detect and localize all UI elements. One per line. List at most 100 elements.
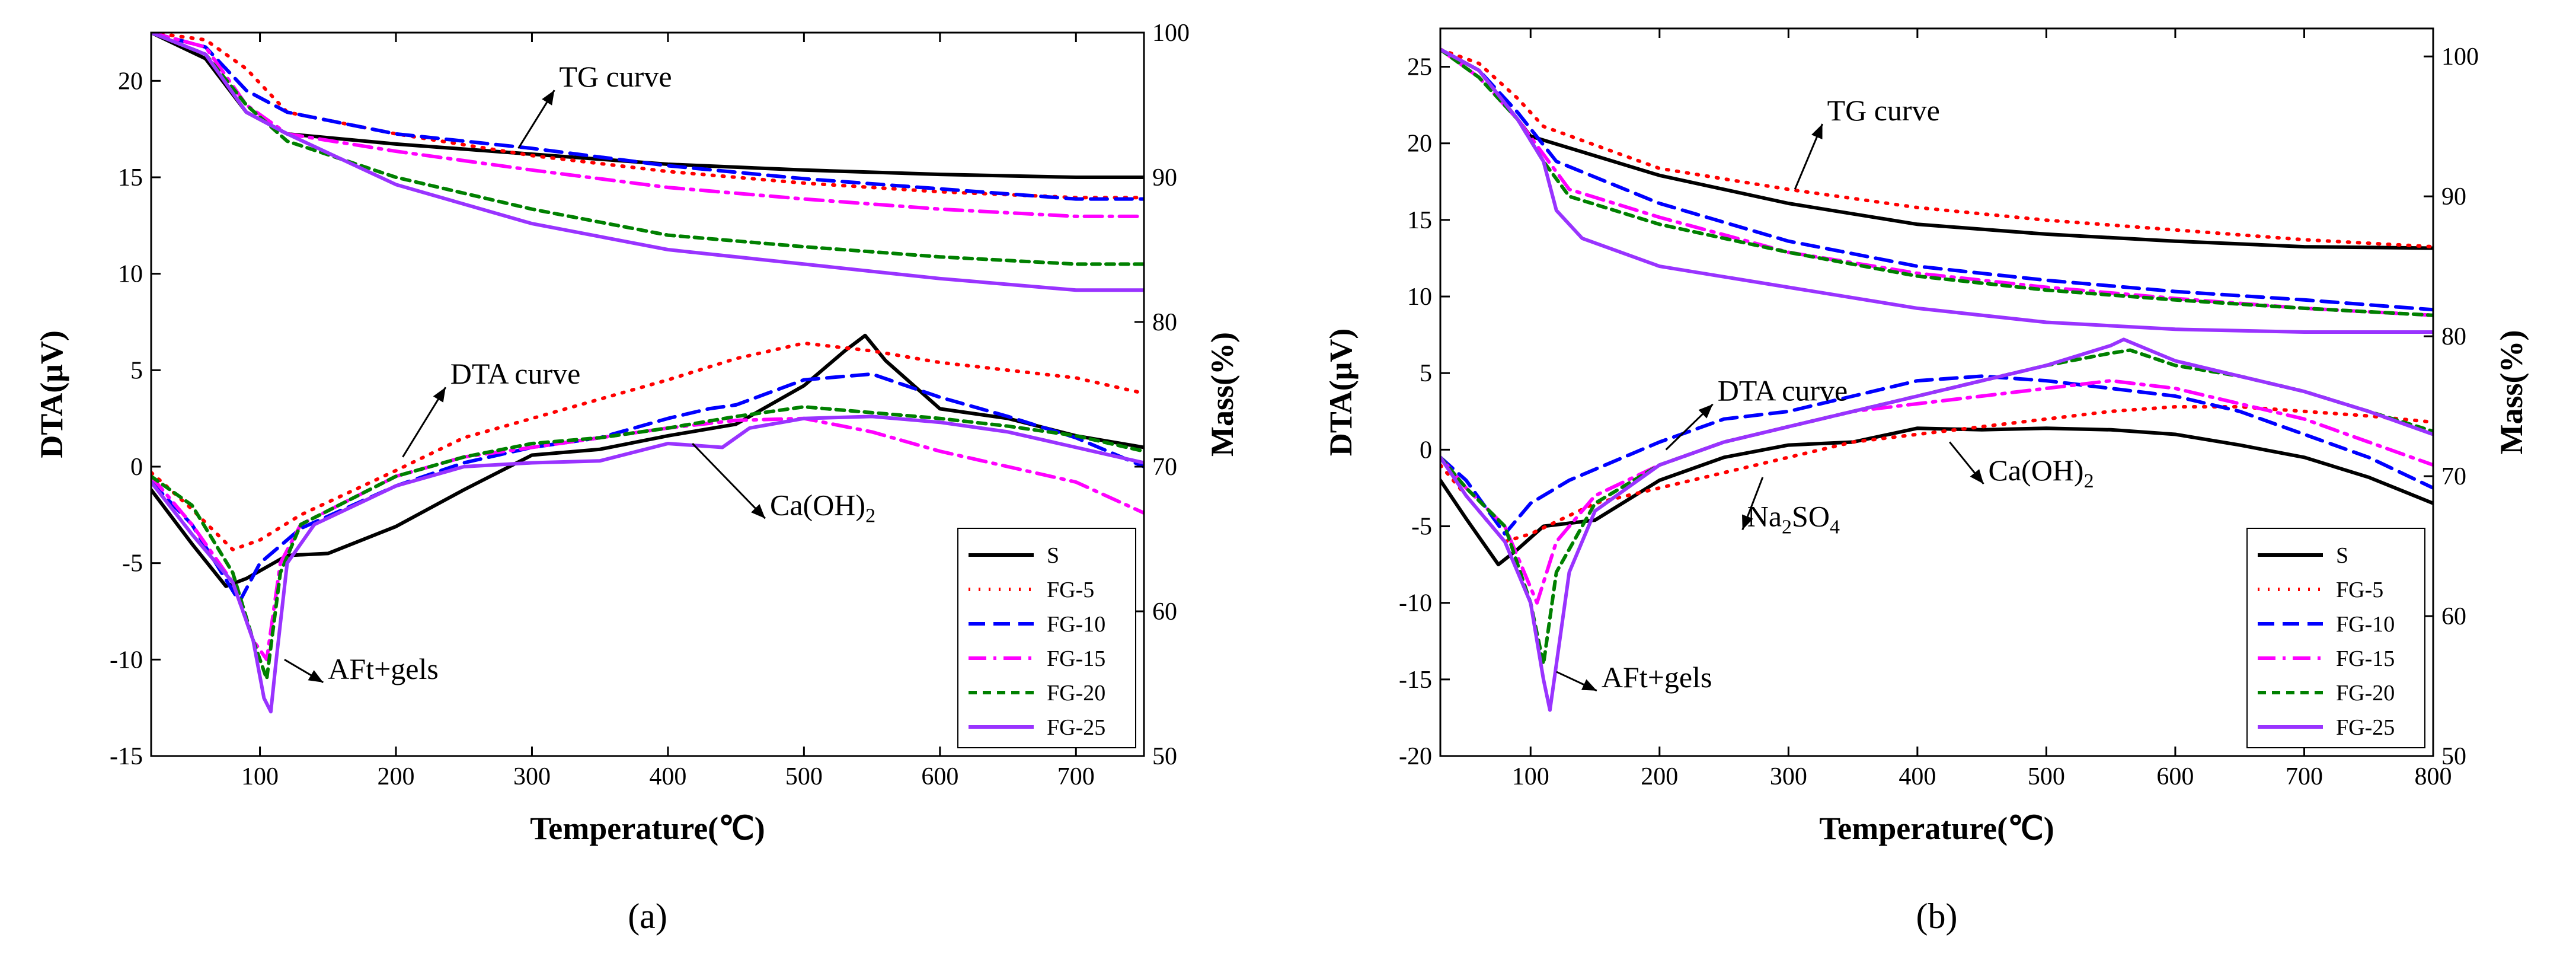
x-tick-label: 500 xyxy=(2028,763,2065,790)
y-right-tick-label: 100 xyxy=(1152,20,1190,47)
annotation-text: Na xyxy=(1747,500,1782,533)
annotation-arrow-head xyxy=(751,504,766,519)
annotation-arrow-head xyxy=(1742,514,1753,530)
tg-line-s xyxy=(151,33,1144,179)
legend-label-fg-15: FG-15 xyxy=(2336,646,2395,671)
y-right-tick-label: 90 xyxy=(1152,164,1177,192)
y-right-tick-label: 60 xyxy=(2441,603,2466,630)
tg-line-fg-25 xyxy=(1440,47,2433,334)
y-left-tick-label: -10 xyxy=(110,646,143,674)
plot-frame xyxy=(1439,27,2434,757)
legend-label-fg-20: FG-20 xyxy=(1047,681,1105,706)
tg-line-fg-20 xyxy=(151,33,1144,266)
y-left-tick-label: 15 xyxy=(118,164,143,192)
tg-line-fg-10 xyxy=(1440,47,2433,312)
annotation-arrow-head xyxy=(1581,679,1597,691)
y-right-axis-label: Mass(%) xyxy=(2494,330,2529,455)
annotation-text: DTA curve xyxy=(450,357,581,390)
y-left-tick-label: 0 xyxy=(1420,436,1432,464)
annotation-subscript-2: 4 xyxy=(1830,516,1840,538)
y-left-tick-label: 20 xyxy=(118,68,143,95)
y-left-axis-label: DTA(μV) xyxy=(34,330,69,458)
y-right-tick-label: 70 xyxy=(1152,454,1177,481)
legend-label-s: S xyxy=(2336,543,2348,568)
annotation-arrow-line xyxy=(692,442,766,519)
panel-a: 100 200 300 400 500 600 700 -15 -10 -5 0 5 10 15 20 50 6… xyxy=(34,20,1240,936)
dta-line-s xyxy=(1440,426,2433,567)
y-right-tick-label: 100 xyxy=(2441,43,2479,71)
legend: S FG-5 FG-10 FG-15 FG-20 FG-25 xyxy=(2246,528,2425,748)
dta-line-fg-5 xyxy=(1440,405,2433,544)
annotation-subscript: 2 xyxy=(1782,516,1792,538)
x-tick-label: 200 xyxy=(378,763,415,790)
x-tick-label: 300 xyxy=(513,763,551,790)
x-tick-label: 600 xyxy=(2156,763,2194,790)
tg-line-fg-5 xyxy=(1440,47,2433,249)
annotation-arrow-head xyxy=(1970,469,1984,484)
legend-box xyxy=(957,528,1136,748)
x-tick-label: 700 xyxy=(2286,763,2323,790)
dta-line-fg-10 xyxy=(151,372,1144,604)
annotation-arrow-head xyxy=(1698,404,1713,419)
annotation-text: TG curve xyxy=(1827,94,1940,127)
annotation-text: AFt+gels xyxy=(328,652,439,685)
y-right-tick-label: 60 xyxy=(1152,598,1177,626)
legend-label-fg-20: FG-20 xyxy=(2336,681,2395,706)
x-tick-label: 700 xyxy=(1057,763,1095,790)
y-left-tick-label: 15 xyxy=(1407,207,1432,234)
x-tick-label: 800 xyxy=(2415,763,2452,790)
legend-label-fg-15: FG-15 xyxy=(1047,646,1105,671)
annotation-label: TG curve xyxy=(1827,94,1940,127)
tg-line-s xyxy=(1440,47,2433,250)
annotation-arrow-head xyxy=(542,90,555,106)
annotation-label: AFt+gels xyxy=(1602,661,1712,694)
y-left-axis-label: DTA(μV) xyxy=(1323,328,1359,457)
annotation-text: Ca(OH) xyxy=(770,488,865,521)
y-right-tick-label: 90 xyxy=(2441,183,2466,211)
y-left-tick-label: -5 xyxy=(1411,514,1432,541)
legend-label-s: S xyxy=(1047,543,1059,568)
y-right-tick-label: 70 xyxy=(2441,463,2466,490)
annotation-arrow-head xyxy=(308,670,324,682)
y-left-tick-label: -5 xyxy=(122,550,143,578)
annotation-label: AFt+gels xyxy=(328,652,439,685)
y-left-tick-label: 25 xyxy=(1407,54,1432,81)
annotation-text-2: SO xyxy=(1792,500,1830,533)
legend-label-fg-10: FG-10 xyxy=(1047,612,1105,637)
y-right-tick-label: 80 xyxy=(2441,323,2466,350)
tg-line-fg-25 xyxy=(151,33,1144,292)
annotation-label: TG curve xyxy=(559,60,672,93)
annotation-label: Ca(OH)2 xyxy=(1989,454,2094,492)
legend-label-fg-5: FG-5 xyxy=(1047,578,1094,602)
y-left-tick-label: -20 xyxy=(1399,743,1432,770)
x-tick-label: 200 xyxy=(1641,763,1678,790)
y-left-tick-label: 10 xyxy=(1407,283,1432,311)
y-left-tick-label: 5 xyxy=(1420,360,1432,387)
legend-label-fg-5: FG-5 xyxy=(2336,578,2383,602)
y-right-tick-label: 80 xyxy=(1152,309,1177,336)
dta-line-fg-5 xyxy=(151,341,1144,551)
annotation-text: AFt+gels xyxy=(1602,661,1712,694)
dta-line-fg-25 xyxy=(1440,337,2433,712)
y-right-tick-label: 50 xyxy=(2441,743,2466,770)
tg-line-fg-5 xyxy=(151,33,1144,200)
y-left-tick-label: 20 xyxy=(1407,130,1432,158)
y-left-tick-label: 5 xyxy=(130,357,143,384)
y-right-tick-label: 50 xyxy=(1152,743,1177,770)
legend-box xyxy=(2246,528,2425,748)
x-tick-label: 100 xyxy=(1512,763,1549,790)
annotation-text: TG curve xyxy=(559,60,672,93)
x-tick-label: 600 xyxy=(921,763,958,790)
series-lines xyxy=(151,33,1144,714)
x-tick-label: 400 xyxy=(1899,763,1936,790)
legend-label-fg-25: FG-25 xyxy=(2336,715,2395,740)
dta-line-fg-25 xyxy=(151,414,1144,714)
panel-label: (a) xyxy=(628,897,667,936)
x-axis-label: Temperature(℃) xyxy=(530,811,765,846)
panel-b: 100 200 300 400 500 600 700 800 -20 -15 -10 -5 0 5 10 1… xyxy=(1323,27,2529,936)
x-tick-label: 100 xyxy=(241,763,279,790)
annotation-label: Ca(OH)2 xyxy=(770,488,875,527)
annotation-label: Na2SO4 xyxy=(1747,500,1840,538)
x-axis-label: Temperature(℃) xyxy=(1819,811,2054,846)
